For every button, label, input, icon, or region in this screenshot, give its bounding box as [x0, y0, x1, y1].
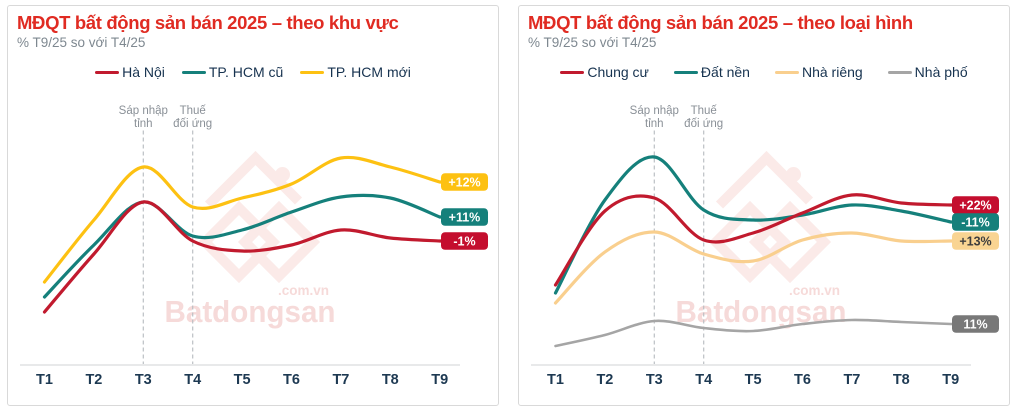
end-value-badge-label: 11% [963, 318, 987, 332]
event-annotation-label: đối ứng [173, 118, 212, 130]
series-line-1 [553, 193, 958, 287]
end-value-badge [441, 232, 488, 250]
end-value-badge [952, 196, 999, 214]
legend-item-2[interactable]: Đất nền [673, 64, 750, 80]
event-annotation-label: Sáp nhập [630, 105, 679, 117]
chart-header: MĐQT bất động sản bán 2025 – theo khu vự… [17, 6, 492, 51]
event-annotation-label: tỉnh [645, 118, 664, 130]
x-axis-label: T5 [745, 372, 762, 388]
chart-subtitle: % T9/25 so với T4/25 [528, 35, 657, 50]
end-value-badge [952, 213, 999, 231]
legend-label: Nhà phố [914, 64, 968, 80]
event-annotation-label: Sáp nhập [119, 105, 168, 117]
legend-swatch [673, 70, 698, 74]
legend-item-3[interactable]: TP. HCM mới [300, 64, 411, 80]
series-line-3 [42, 155, 447, 284]
x-axis-label: T4 [184, 372, 201, 388]
x-axis-label: T5 [234, 372, 251, 388]
legend-swatch [181, 70, 206, 74]
legend-label: Chung cư [587, 64, 649, 80]
watermark-brand-text: Batdongsan [165, 294, 336, 329]
series-line-4 [554, 318, 958, 348]
legend-item-1[interactable]: Chung cư [560, 64, 649, 80]
chart-card-by-property-type: MĐQT bất động sản bán 2025 – theo loại h… [518, 5, 1010, 406]
legend-item-4[interactable]: Nhà phố [887, 64, 968, 80]
legend-label: Nhà riêng [801, 64, 863, 80]
batdongsan-logo-icon [197, 150, 321, 284]
x-axis-label: T1 [36, 372, 53, 388]
end-value-badge-label: +22% [959, 199, 991, 213]
event-annotation-label: tỉnh [134, 118, 153, 130]
legend-item-3[interactable]: Nhà riêng [774, 64, 863, 80]
series-line-2 [553, 155, 958, 295]
event-annotation-label: đối ứng [684, 118, 723, 130]
x-axis-label: T8 [893, 372, 910, 388]
x-axis-label: T7 [843, 372, 860, 388]
x-axis-label: T6 [794, 372, 811, 388]
legend-swatch [774, 70, 799, 74]
series-line-1 [42, 200, 447, 314]
chart-title: MĐQT bất động sản bán 2025 – theo loại h… [528, 12, 913, 33]
end-value-badge [952, 315, 999, 333]
legend-swatch [560, 70, 585, 74]
legend-label: Hà Nội [122, 64, 165, 80]
x-axis-label: T3 [135, 372, 152, 388]
legend-label: Đất nền [700, 64, 750, 80]
legend-item-1[interactable]: Hà Nội [95, 64, 165, 80]
chart-legend: Hà Nội TP. HCM cũ TP. HCM mới [8, 64, 498, 80]
event-annotation-label: Thuế [180, 105, 207, 117]
x-axis-label: T8 [382, 372, 399, 388]
watermark-domain-text: .com.vn [789, 283, 840, 298]
legend-swatch [300, 70, 325, 74]
end-value-badge-label: +11% [449, 211, 481, 225]
chart-subtitle: % T9/25 so với T4/25 [17, 35, 146, 50]
batdongsan-logo-icon [708, 150, 832, 284]
chart-title: MĐQT bất động sản bán 2025 – theo khu vự… [17, 12, 399, 33]
event-annotation-label: Thuế [691, 105, 718, 117]
end-value-badge-label: +12% [448, 176, 480, 190]
legend-label: TP. HCM mới [327, 64, 411, 80]
end-value-badge-label: +13% [959, 235, 991, 249]
x-axis-label: T4 [695, 372, 712, 388]
end-value-badge [441, 173, 488, 191]
watermark-brand-text: Batdongsan [676, 294, 847, 329]
watermark-domain-text: .com.vn [278, 283, 329, 298]
chart-legend: Chung cư Đất nền Nhà riêng Nhà phố [519, 64, 1009, 80]
x-axis-label: T2 [596, 372, 613, 388]
end-value-badge [441, 208, 488, 226]
chart-header: MĐQT bất động sản bán 2025 – theo loại h… [528, 6, 1003, 51]
x-axis-label: T3 [646, 372, 663, 388]
legend-swatch [95, 70, 120, 74]
x-axis-label: T9 [431, 372, 448, 388]
end-value-badge [952, 232, 999, 250]
x-axis-label: T9 [942, 372, 959, 388]
end-value-badge-label: -1% [453, 235, 475, 249]
series-line-3 [553, 230, 958, 305]
legend-item-2[interactable]: TP. HCM cũ [181, 64, 284, 80]
chart-card-by-region: MĐQT bất động sản bán 2025 – theo khu vự… [7, 5, 499, 406]
series-line-2 [42, 193, 447, 299]
x-axis-label: T2 [85, 372, 102, 388]
x-axis-label: T7 [332, 372, 349, 388]
x-axis-label: T1 [547, 372, 564, 388]
legend-label: TP. HCM cũ [208, 64, 284, 80]
x-axis-label: T6 [283, 372, 300, 388]
legend-swatch [887, 70, 912, 74]
end-value-badge-label: -11% [961, 216, 990, 230]
